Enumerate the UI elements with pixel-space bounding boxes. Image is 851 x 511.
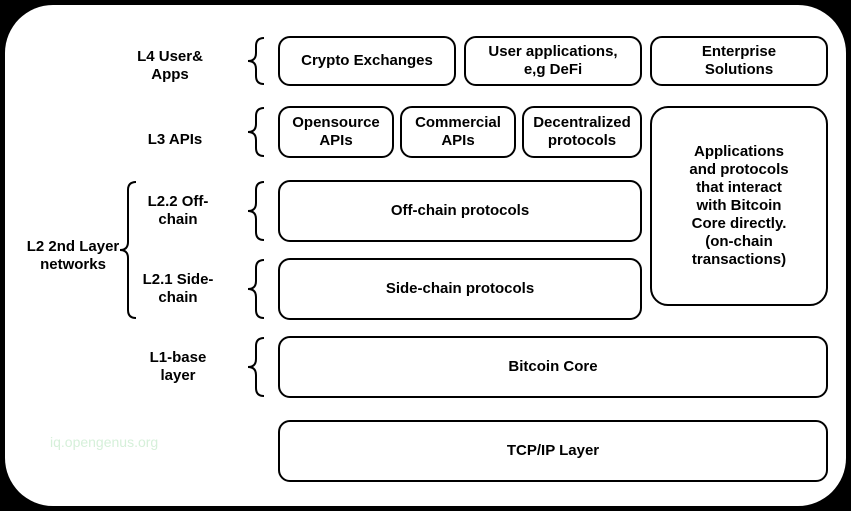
- brace-l22: [236, 180, 266, 242]
- box-tcpip-layer: TCP/IP Layer: [278, 420, 828, 482]
- brace-l21: [236, 258, 266, 320]
- label-l2parent: L2 2nd Layernetworks: [18, 235, 128, 277]
- brace-l4: [236, 36, 266, 86]
- label-l1: L1-baselayer: [128, 346, 228, 388]
- box-bitcoin-core: Bitcoin Core: [278, 336, 828, 398]
- box-crypto-exchanges: Crypto Exchanges: [278, 36, 456, 86]
- label-l4: L4 User&Apps: [110, 45, 230, 87]
- box-opensource-apis: OpensourceAPIs: [278, 106, 394, 158]
- brace-l1: [236, 336, 266, 398]
- box-decentralized: Decentralizedprotocols: [522, 106, 642, 158]
- label-l21: L2.1 Side-chain: [128, 268, 228, 310]
- label-l3: L3 APIs: [120, 128, 230, 152]
- label-l22: L2.2 Off-chain: [128, 190, 228, 232]
- brace-l3: [236, 106, 266, 158]
- watermark: iq.opengenus.org: [50, 434, 158, 450]
- box-offchain-protocols: Off-chain protocols: [278, 180, 642, 242]
- box-sidechain-protocols: Side-chain protocols: [278, 258, 642, 320]
- box-commercial-apis: CommercialAPIs: [400, 106, 516, 158]
- box-onchain-apps: Applicationsand protocolsthat interactwi…: [650, 106, 828, 306]
- box-enterprise: EnterpriseSolutions: [650, 36, 828, 86]
- brace-l2parent: [116, 180, 138, 320]
- box-user-applications: User applications,e,g DeFi: [464, 36, 642, 86]
